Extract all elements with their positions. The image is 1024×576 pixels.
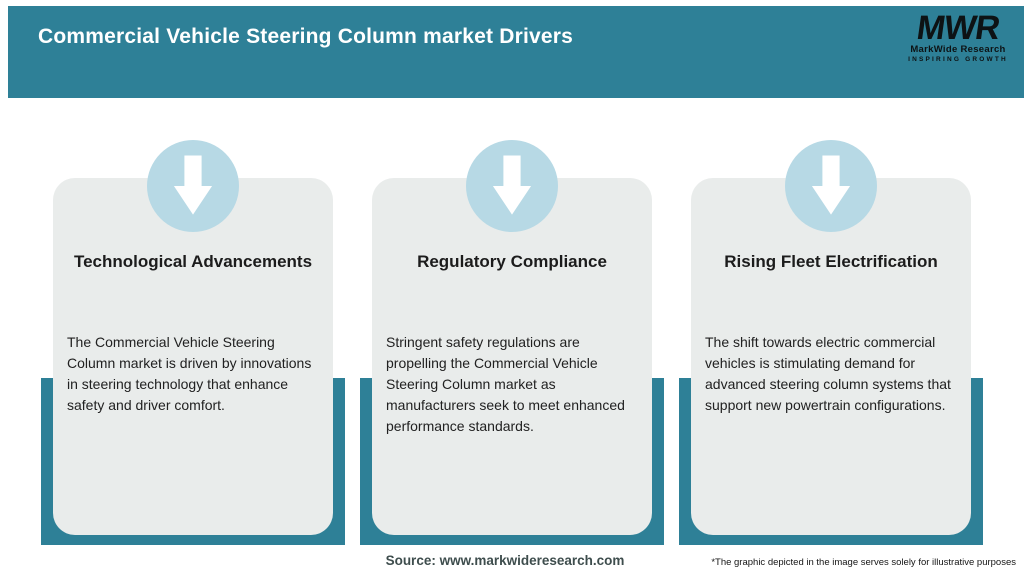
source-attribution: Source: www.markwideresearch.com [385, 553, 625, 568]
down-arrow-icon [491, 153, 533, 219]
card-title: Technological Advancements [73, 252, 313, 271]
markwide-research-logo: MWR MarkWide Research INSPIRING GROWTH [906, 9, 1010, 63]
card-body-text: The shift towards electric commercial ve… [705, 334, 951, 413]
down-arrow-icon [810, 153, 852, 219]
card-title: Rising Fleet Electrification [724, 252, 938, 271]
icon-circle [785, 140, 877, 232]
logo-name: MarkWide Research [910, 44, 1006, 55]
card-panel: Rising Fleet Electrification The shift t… [691, 178, 971, 535]
card-panel: Technological Advancements The Commercia… [53, 178, 333, 535]
icon-circle [466, 140, 558, 232]
driver-card-regulatory-compliance: Regulatory Compliance Stringent safety r… [360, 140, 664, 545]
driver-card-rising-fleet-electrification: Rising Fleet Electrification The shift t… [679, 140, 983, 545]
logo-tagline: INSPIRING GROWTH [908, 56, 1008, 63]
card-panel: Regulatory Compliance Stringent safety r… [372, 178, 652, 535]
driver-card-technological-advancements: Technological Advancements The Commercia… [41, 140, 345, 545]
card-title: Regulatory Compliance [417, 252, 607, 271]
logo-acronym: MWR [914, 9, 1002, 47]
page-title: Commercial Vehicle Steering Column marke… [38, 25, 574, 48]
header-bar: Commercial Vehicle Steering Column marke… [8, 6, 1024, 98]
disclaimer-note: *The graphic depicted in the image serve… [711, 557, 1016, 568]
card-body-text: Stringent safety regulations are propell… [386, 334, 625, 434]
icon-circle [147, 140, 239, 232]
card-body-text: The Commercial Vehicle Steering Column m… [67, 334, 312, 413]
down-arrow-icon [172, 153, 214, 219]
drivers-cards-row: Technological Advancements The Commercia… [41, 140, 983, 545]
